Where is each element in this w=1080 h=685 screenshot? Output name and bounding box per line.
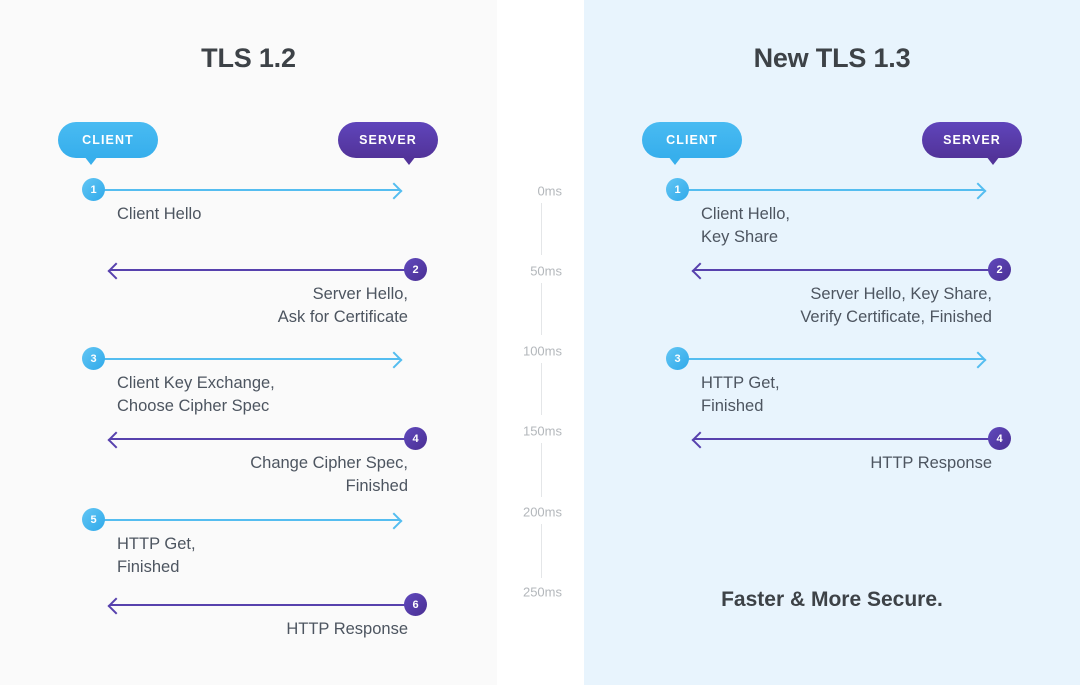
arrowhead-left-icon <box>107 262 125 280</box>
message-label: Server Hello, Key Share, Verify Certific… <box>800 285 992 326</box>
endpoint-badge-client-right: CLIENT <box>642 122 742 165</box>
step-number-badge: 3 <box>666 347 689 370</box>
badge-tail-icon <box>402 156 416 165</box>
step-number: 2 <box>412 263 419 276</box>
arrow-line-client-to-server <box>88 189 400 191</box>
timeline-axis: 0ms 50ms 100ms 150ms 200ms 250ms <box>497 0 584 685</box>
arrowhead-right-icon <box>969 351 987 369</box>
tagline-text: Faster & More Secure. <box>721 588 943 611</box>
message-label: HTTP Response <box>870 454 992 472</box>
timeline-tick-line <box>541 283 542 335</box>
panel-tls13: New TLS 1.3 CLIENT SERVER 1 Client Hello… <box>584 0 1080 685</box>
step-number: 6 <box>412 598 419 611</box>
step-number-badge: 1 <box>666 178 689 201</box>
timeline-tick-label: 150ms <box>522 423 562 439</box>
arrow-line-client-to-server <box>672 189 984 191</box>
step-number-badge: 5 <box>82 508 105 531</box>
timeline-tick-line <box>541 524 542 578</box>
arrow-line-server-to-client <box>110 269 422 271</box>
arrow-line-server-to-client <box>110 438 422 440</box>
arrowhead-left-icon <box>691 431 709 449</box>
message-label: HTTP Get, Finished <box>701 374 780 415</box>
step-number-badge: 6 <box>404 593 427 616</box>
arrowhead-right-icon <box>385 512 403 530</box>
endpoint-badge-client-left-label: CLIENT <box>82 133 134 147</box>
message-label: HTTP Response <box>286 620 408 638</box>
endpoint-badge-client-right-label: CLIENT <box>666 133 718 147</box>
arrow-line-client-to-server <box>88 519 400 521</box>
timeline-tick-label: 100ms <box>522 343 562 359</box>
message-label: HTTP Get, Finished <box>117 535 196 576</box>
arrow-line-server-to-client <box>110 604 422 606</box>
step-number: 3 <box>90 352 97 365</box>
arrow-line-client-to-server <box>88 358 400 360</box>
step-number-badge: 1 <box>82 178 105 201</box>
timeline-tick-line <box>541 443 542 497</box>
timeline-tick-label: 50ms <box>530 263 562 279</box>
arrowhead-right-icon <box>385 182 403 200</box>
message-label: Client Hello <box>117 205 202 223</box>
badge-tail-icon <box>84 156 98 165</box>
step-number-badge: 3 <box>82 347 105 370</box>
step-number-badge: 4 <box>404 427 427 450</box>
panel-tls12: TLS 1.2 CLIENT SERVER 1 Client Hello 2 S… <box>0 0 497 685</box>
message-label: Change Cipher Spec, Finished <box>250 454 408 495</box>
badge-tail-icon <box>668 156 682 165</box>
step-number-badge: 4 <box>988 427 1011 450</box>
endpoint-badge-server-right: SERVER <box>922 122 1022 165</box>
step-number: 1 <box>90 183 97 196</box>
step-number-badge: 2 <box>988 258 1011 281</box>
timeline-tick-label: 0ms <box>537 183 562 199</box>
badge-tail-icon <box>986 156 1000 165</box>
endpoint-badge-server-left: SERVER <box>338 122 438 165</box>
step-number: 4 <box>996 432 1003 445</box>
timeline-tick-line <box>541 203 542 255</box>
page-title-tls12: TLS 1.2 <box>201 43 296 73</box>
step-number: 5 <box>90 513 97 526</box>
timeline-tick-label: 200ms <box>522 504 562 520</box>
endpoint-badge-client-left: CLIENT <box>58 122 158 165</box>
arrow-line-server-to-client <box>694 269 1006 271</box>
endpoint-badge-server-left-label: SERVER <box>359 133 417 147</box>
arrowhead-right-icon <box>969 182 987 200</box>
page-title-tls13: New TLS 1.3 <box>753 43 911 73</box>
step-number: 4 <box>412 432 419 445</box>
endpoint-badge-server-right-label: SERVER <box>943 133 1001 147</box>
step-number: 1 <box>674 183 681 196</box>
arrow-line-client-to-server <box>672 358 984 360</box>
step-number: 3 <box>674 352 681 365</box>
arrowhead-left-icon <box>691 262 709 280</box>
step-number: 2 <box>996 263 1003 276</box>
timeline-tick-line <box>541 363 542 415</box>
arrow-line-server-to-client <box>694 438 1006 440</box>
timeline-tick-label: 250ms <box>522 584 562 600</box>
arrowhead-left-icon <box>107 597 125 615</box>
arrowhead-right-icon <box>385 351 403 369</box>
message-label: Client Key Exchange, Choose Cipher Spec <box>117 374 275 415</box>
message-label: Client Hello, Key Share <box>701 205 790 246</box>
arrowhead-left-icon <box>107 431 125 449</box>
message-label: Server Hello, Ask for Certificate <box>277 285 408 326</box>
step-number-badge: 2 <box>404 258 427 281</box>
